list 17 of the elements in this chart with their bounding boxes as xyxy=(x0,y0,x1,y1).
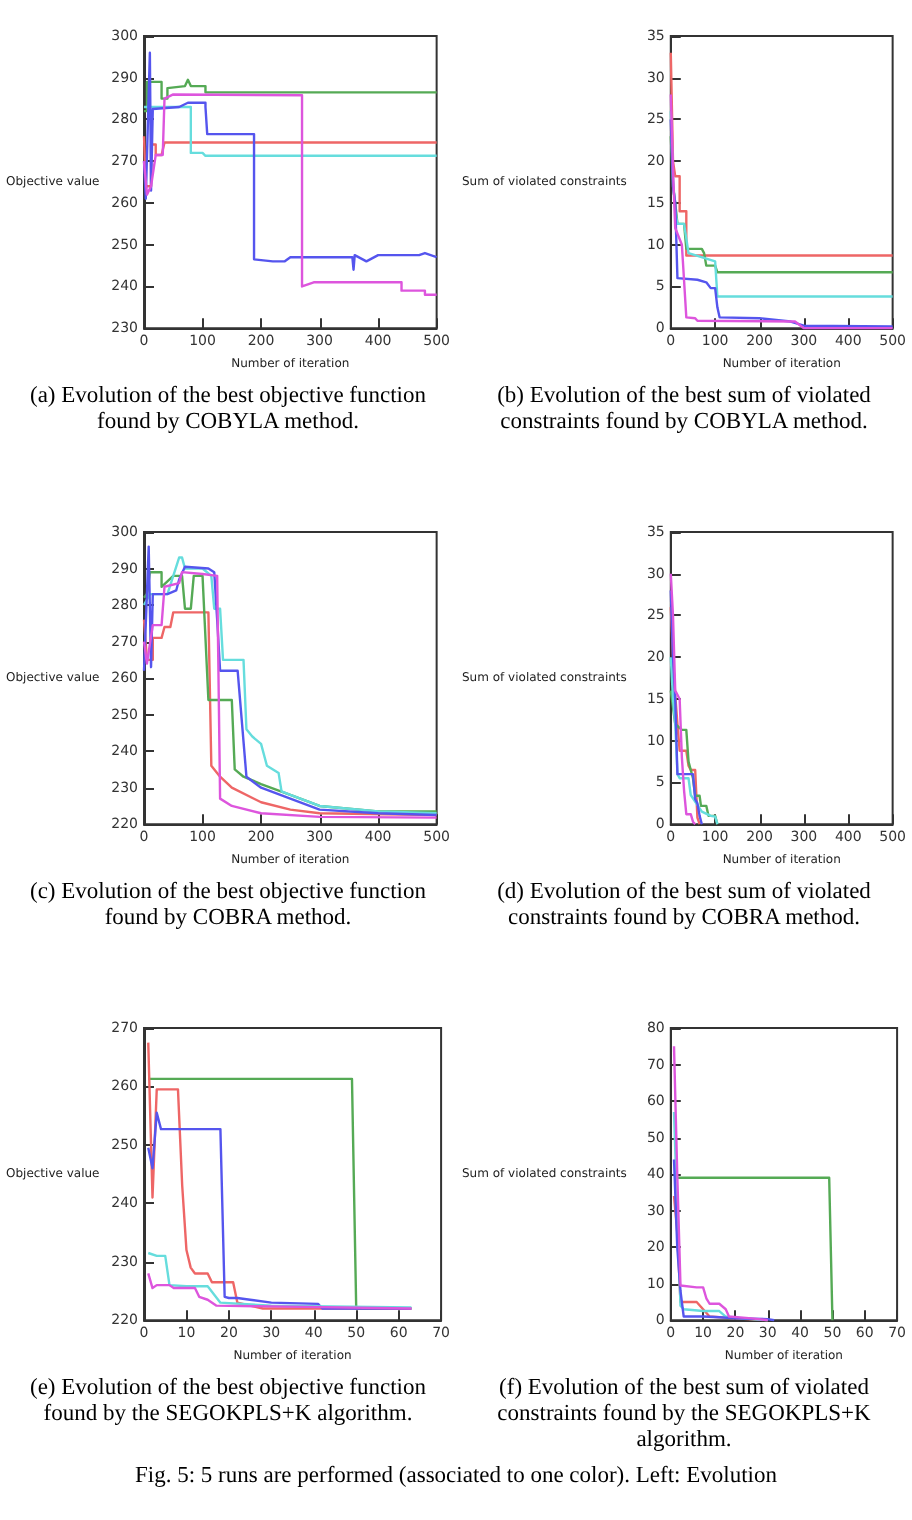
line-series xyxy=(672,1158,776,1322)
text: (f) Evolution of the best sum of violated constraints found by the SEGOKPLS+K algorithm. xyxy=(495,1374,873,1456)
text: (c) Evolution of the best objective function found by COBRA method. xyxy=(28,878,428,934)
text: (d) Evolution of the best sum of violated constraints found by COBRA method. xyxy=(495,878,873,934)
text: (a) Evolution of the best objective function found by COBYLA method. xyxy=(28,382,428,438)
line-series xyxy=(147,1272,413,1310)
text: (e) Evolution of the best objective function found by the SEGOKPLS+K algorithm. xyxy=(28,1374,428,1430)
line-series xyxy=(142,78,438,113)
line-series xyxy=(142,93,438,297)
line-series xyxy=(669,572,697,826)
line-series xyxy=(669,51,894,257)
caption: Fig. 5: 5 runs are performed (associated to one color). Left: Evolution xyxy=(133,1464,779,1488)
line-series xyxy=(142,51,438,271)
line-series xyxy=(147,1251,413,1309)
text: (b) Evolution of the best sum of violated constraints found by COBYLA method. xyxy=(495,382,873,438)
line-series xyxy=(672,1045,769,1322)
line-series xyxy=(669,656,719,826)
